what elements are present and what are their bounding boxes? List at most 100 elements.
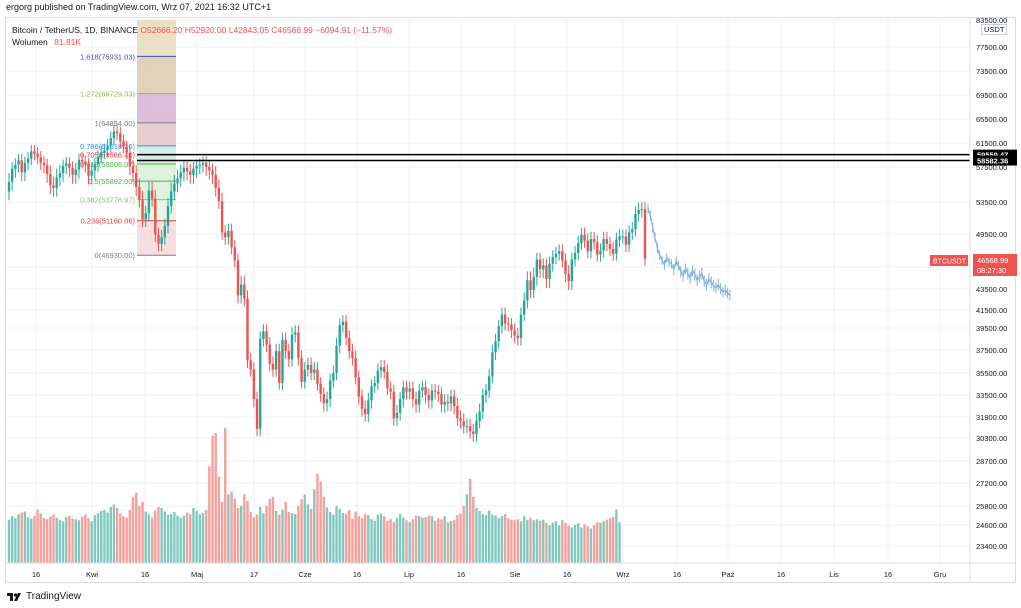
volume-bar: [268, 498, 271, 563]
candle-body: [77, 159, 81, 170]
candle-body: [338, 325, 341, 346]
volume-bar: [58, 520, 62, 563]
volume-bar: [252, 517, 256, 563]
symbol-tag-bg: [930, 255, 968, 266]
volume-bar: [80, 516, 84, 563]
candle-body: [487, 376, 491, 391]
candle-body: [398, 399, 402, 413]
candle-body: [122, 141, 125, 148]
candle-body: [459, 418, 462, 421]
volume-bar: [246, 500, 249, 563]
candle-body: [173, 183, 176, 192]
candle-body: [23, 162, 27, 173]
volume-bar: [42, 518, 46, 563]
candle-body: [532, 276, 535, 291]
volume-bar: [65, 517, 68, 563]
candle-body: [214, 174, 217, 188]
price-axis: 83500.00 77500.00 73500.00 69500.00 65500.00…: [930, 16, 1017, 583]
volume-bar: [141, 501, 144, 563]
candle-body: [160, 237, 163, 244]
candle-body: [278, 351, 281, 383]
volume-bar: [303, 494, 306, 563]
volume-bar: [93, 515, 97, 563]
chart-frame: [5, 17, 1016, 583]
candle-body: [309, 364, 313, 373]
volume-bar: [319, 481, 322, 563]
price-marker-label: 58582.36: [977, 157, 1008, 166]
volume-bar: [354, 511, 357, 563]
volume-bar: [383, 516, 386, 563]
price-marker-bg: [973, 155, 1017, 166]
volume-bar: [201, 513, 205, 563]
x-tick-label: 16: [141, 570, 149, 579]
volume-bar: [77, 520, 81, 563]
volume-bar: [360, 518, 364, 563]
volume-bar: [599, 522, 602, 563]
candle-body: [185, 167, 189, 172]
candle-body: [93, 164, 97, 171]
y-tick-label: 24600.00: [976, 521, 1007, 530]
current-price-label: 46568.99: [977, 256, 1008, 265]
candlesticks: [7, 124, 647, 442]
candle-body: [109, 138, 112, 146]
volume-bar: [570, 527, 574, 563]
candle-body: [325, 399, 329, 404]
candle-body: [395, 412, 399, 419]
volume-bar: [128, 510, 132, 563]
fib-band: [137, 56, 176, 94]
candle-body: [357, 377, 360, 397]
candle-body: [176, 178, 179, 184]
volume-bar: [20, 512, 23, 563]
volume-bar: [55, 517, 58, 563]
candle-body: [220, 201, 224, 233]
volume-bar: [112, 504, 116, 563]
candle-body: [138, 187, 141, 200]
fibonacci-retracement: 1.618(75931.03) 1.272(69729.33) 1(64854.00…: [80, 20, 176, 260]
fib-level-label: 1.618(75931.03): [80, 52, 136, 61]
candle-body: [468, 426, 472, 432]
volume-bar: [287, 512, 291, 563]
volume-bar: [224, 428, 227, 563]
candle-body: [189, 171, 192, 175]
x-tick-label: 16: [457, 570, 465, 579]
candle-body: [281, 340, 284, 383]
candle-body: [519, 314, 523, 338]
y-tick-label: 25800.00: [976, 502, 1007, 511]
volume-bar: [281, 509, 284, 563]
volume-bar: [475, 507, 478, 563]
volume-bar: [357, 516, 360, 563]
candle-body: [303, 369, 306, 382]
volume-bar: [220, 501, 224, 563]
volume-bar: [418, 516, 421, 563]
volume-bar: [10, 516, 14, 563]
candle-body: [615, 239, 618, 254]
y-tick-label: 30300.00: [976, 434, 1007, 443]
candle-body: [592, 238, 596, 243]
candle-body: [284, 340, 287, 352]
candle-body: [14, 164, 17, 169]
volume-bar: [586, 526, 589, 563]
candle-body: [557, 251, 561, 254]
candle-body: [71, 167, 74, 175]
volume-bar: [49, 516, 52, 563]
volume-bar: [189, 514, 192, 563]
candle-body: [208, 167, 211, 171]
candle-body: [443, 401, 446, 405]
volume-bar: [389, 519, 392, 563]
volume-bar: [322, 496, 326, 563]
candle-body: [583, 234, 586, 241]
fib-band: [137, 220, 176, 256]
candle-body: [472, 431, 475, 435]
candle-body: [42, 162, 46, 166]
volume-bar: [484, 515, 488, 563]
candle-body: [45, 165, 49, 174]
symbol-title: Bitcoin / TetherUS, 1D, BINANCE: [12, 25, 138, 35]
volume-bar: [294, 514, 297, 563]
candle-body: [297, 332, 300, 359]
volume-bar: [494, 515, 497, 563]
volume-bar: [211, 435, 214, 563]
volume-bar: [255, 514, 259, 563]
volume-bar: [605, 519, 609, 563]
candle-body: [319, 384, 322, 394]
